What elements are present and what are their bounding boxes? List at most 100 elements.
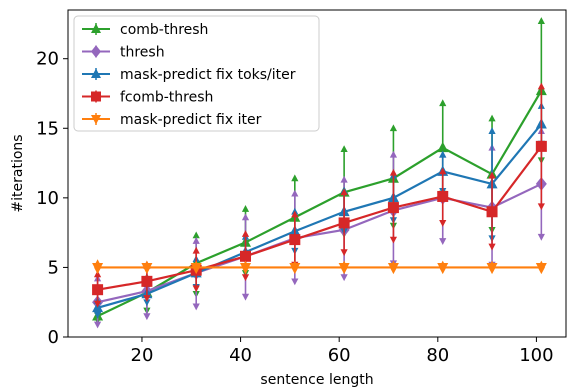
x-tick-label: 80 [426,345,449,366]
data-point [486,206,498,218]
data-point [338,217,350,229]
legend: comb-thresh thresh mask-predict fix toks/i… [73,15,320,132]
errorbar-cap-low [93,300,102,308]
x-tick-label: 20 [131,345,154,366]
errorbar-cap-high [488,114,496,122]
errorbar-cap-high [439,167,447,175]
legend-label: comb-thresh [120,22,208,38]
axis-ticks: 20 40 60 80 100 0 5 10 15 20 [36,49,554,366]
errorbar-cap-low [340,274,348,282]
y-tick-label: 5 [48,257,59,278]
x-axis-label: sentence length [260,372,373,387]
errorbar-cap-high [389,124,398,132]
legend-item-0: comb-thresh [82,22,208,38]
data-point [141,263,153,274]
errorbar-cap-low [488,243,496,251]
series-4 [92,259,547,275]
errorbar-cap-high [192,246,200,254]
data-point [535,263,547,274]
errorbar-cap-high [537,82,545,90]
series-line [97,90,543,318]
errorbar-cap-low [537,203,545,211]
data-point [190,263,202,274]
errorbar-cap-high [291,174,299,182]
y-tick-label: 15 [36,118,59,139]
legend-label: thresh [120,45,165,61]
x-tick-label: 40 [229,345,252,366]
errorbar-cap-high [340,175,348,183]
errorbar-cap-low [439,220,447,227]
data-point [289,263,301,274]
legend-label: mask-predict fix toks/iter [120,67,296,83]
errorbar-cap-high [241,230,250,237]
legend-item-4: mask-predict fix iter [82,112,262,128]
errorbar-cap-high [537,17,545,25]
data-point [289,234,301,246]
y-tick-label: 10 [36,188,59,209]
plot-frame [67,9,567,338]
data-point [437,190,449,202]
errorbar-cap-high [291,189,299,197]
errorbar-cap-high [389,150,398,158]
data-point [437,263,449,274]
data-point [387,202,399,214]
y-tick-label: 0 [48,327,59,348]
series-line [97,123,543,309]
x-tick-label: 100 [519,345,553,366]
legend-label: mask-predict fix iter [120,112,262,128]
series-1 [92,127,547,329]
errorbar-cap-high [439,99,447,107]
errorbar-cap-low [340,249,348,257]
errorbar-cap-high [439,150,447,158]
errorbar-cap-low [389,236,398,244]
errorbar-cap-low [291,278,299,286]
data-point [240,263,252,274]
legend-swatch-marker [91,115,101,125]
data-point [92,263,104,274]
legend-label: fcomb-thresh [120,90,213,106]
y-axis-label: #iterations [10,134,26,212]
series-line [97,145,543,291]
errorbar-cap-low [439,238,447,245]
x-tick-label: 60 [328,345,351,366]
data-point [338,263,350,274]
legend-swatch-marker [91,68,101,78]
errorbar-cap-low [143,299,151,307]
data-point [437,141,449,153]
legend-item-2: mask-predict fix toks/iter [82,67,296,83]
errorbar-cap-low [192,285,200,293]
errorbar-cap-low [143,313,151,321]
errorbar-cap-high [192,231,200,239]
errorbar-cap-high [488,127,496,134]
data-point [387,263,399,274]
plot-area [92,17,547,329]
errorbar-cap-high [389,168,398,176]
errorbar-cap-high [340,145,348,153]
legend-swatch-marker [91,91,101,102]
legend-item-3: fcomb-thresh [82,90,213,106]
legend-swatch-marker [91,23,101,33]
errorbar-cap-high [241,213,250,221]
errorbar-cap-low [192,303,200,311]
errorbar-cap-high [241,205,250,212]
errorbar-cap-low [93,311,102,319]
errorbar-cap-high [340,188,348,196]
legend-box [73,15,320,132]
data-point [92,284,104,296]
errorbar-cap-low [93,321,102,329]
errorbar-cap-low [143,295,151,302]
legend-item-1: thresh [82,45,165,61]
data-point [486,263,498,274]
data-point [535,140,547,152]
series-line [97,182,542,304]
errorbar-cap-low [241,293,250,301]
errorbar-cap-low [241,274,250,282]
data-point [240,250,252,262]
errorbar-cap-high [291,210,299,218]
legend-swatch-marker [91,45,101,58]
errorbar-cap-low [537,233,545,241]
errorbar-cap-high [488,171,496,179]
errorbar-cap-high [192,237,200,244]
y-tick-label: 20 [36,49,59,70]
